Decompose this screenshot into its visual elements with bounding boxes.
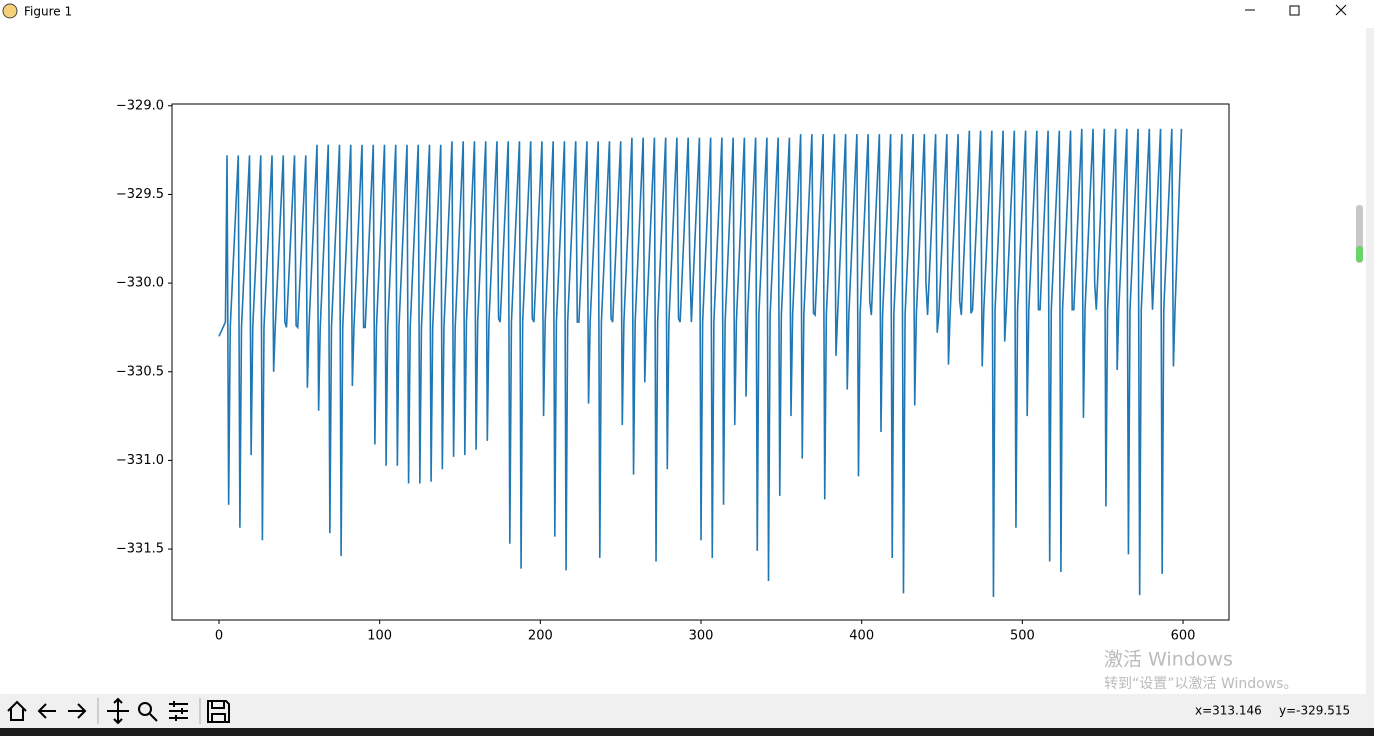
home-button[interactable] [7,700,27,721]
indicator [1356,246,1363,262]
y-tick-label: −329.0 [116,98,164,113]
window-title: Figure 1 [24,5,72,19]
zoom-button[interactable] [138,702,158,722]
x-tick-label: 400 [849,629,874,644]
close-button[interactable] [1335,4,1347,16]
cursor-y: y=-329.515 [1279,704,1350,718]
y-tick-label: −331.0 [116,453,164,468]
save-button[interactable] [207,700,230,723]
back-button[interactable] [37,703,56,719]
axes-frame [171,103,1230,621]
configure-button[interactable] [169,701,188,721]
watermark-title: 激活 Windows [1104,649,1233,671]
y-tick-label: −329.5 [116,187,164,202]
x-tick-label: 0 [215,629,223,644]
x-tick-label: 500 [1010,629,1035,644]
app-icon [2,3,18,19]
x-tick-label: 600 [1171,629,1196,644]
restore-button[interactable] [1289,5,1300,16]
forward-button[interactable] [68,703,87,719]
scrollbar [1366,28,1374,694]
y-tick-label: −331.5 [116,542,164,557]
taskbar [0,728,1374,736]
x-tick-label: 100 [367,629,392,644]
cursor-x: x=313.146 [1195,704,1262,718]
y-tick-label: −330.5 [116,364,164,379]
watermark-hint: 转到“设置”以激活 Windows。 [1104,675,1297,692]
pan-button[interactable] [107,697,129,725]
y-tick-label: −330.0 [116,276,164,291]
data-line [218,128,1183,597]
x-tick-label: 300 [689,629,714,644]
x-tick-label: 200 [528,629,553,644]
toolbar [0,694,1374,728]
